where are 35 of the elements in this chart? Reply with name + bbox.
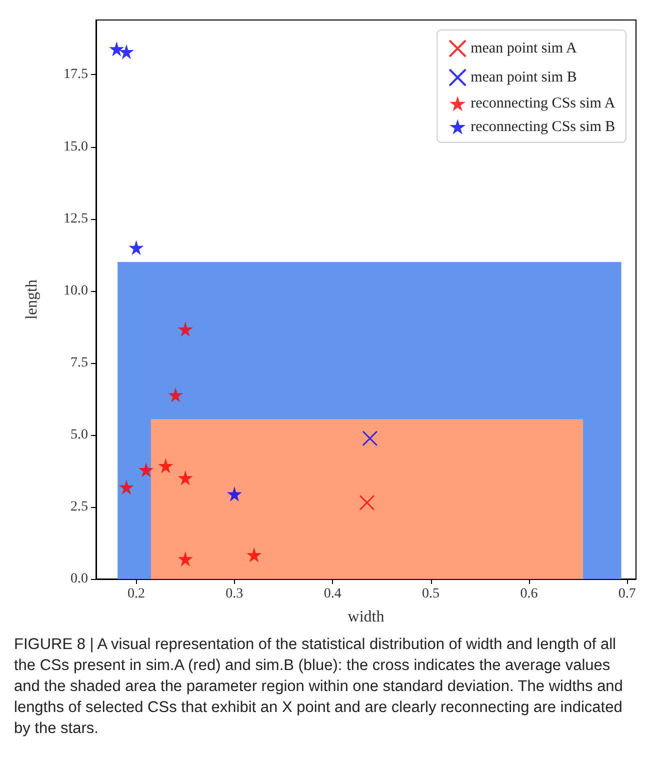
y-tick-label: 7.5: [70, 355, 88, 370]
point: [178, 322, 193, 337]
point: [246, 547, 262, 562]
y-tick-label: 5.0: [70, 427, 88, 442]
point: [138, 462, 154, 478]
x-axis-title: width: [348, 608, 384, 626]
y-axis-title: length: [24, 280, 40, 320]
y-tick-label: 17.5: [64, 67, 88, 82]
point: [128, 240, 144, 256]
point: [118, 480, 134, 495]
y-tick-label: 12.5: [64, 211, 88, 226]
x-tick-label: 0.2: [128, 586, 146, 602]
y-tick-label: 15.0: [64, 139, 88, 154]
y-tick-label: 0.0: [70, 572, 88, 586]
point: [158, 458, 174, 474]
x-tick-label: 0.7: [618, 586, 636, 602]
x-tick-label: 0.5: [422, 586, 440, 602]
point: [109, 41, 124, 56]
y-tick-label: 10.0: [64, 283, 88, 298]
caption: FIGURE 8 | A visual representation of the statistical distribution of width and length of all the CSs present in sim.A (red) and sim.B (blue): the cross indicates the average values and the shaded area the parameter region within one standard deviation. The widths and lengths of selected CSs that exhibit an X point and are clearly reconnecting are indicated by the stars.: [14, 635, 624, 739]
point: [178, 470, 193, 486]
legend-label: mean point sim A: [470, 40, 578, 56]
x-tick-label: 0.4: [324, 586, 342, 602]
point: [226, 486, 242, 502]
legend-label: mean point sim B: [470, 70, 577, 86]
point: [359, 494, 375, 510]
point: [118, 44, 134, 60]
point: [168, 387, 184, 402]
legend-label: reconnecting CSs sim B: [470, 118, 616, 135]
x-tick-label: 0.3: [226, 586, 244, 602]
x-tick-label: 0.6: [520, 586, 538, 602]
y-tick-label: 2.5: [70, 499, 88, 514]
legend-label: reconnecting CSs sim A: [470, 96, 616, 112]
point: [178, 551, 193, 566]
point: [362, 430, 378, 446]
